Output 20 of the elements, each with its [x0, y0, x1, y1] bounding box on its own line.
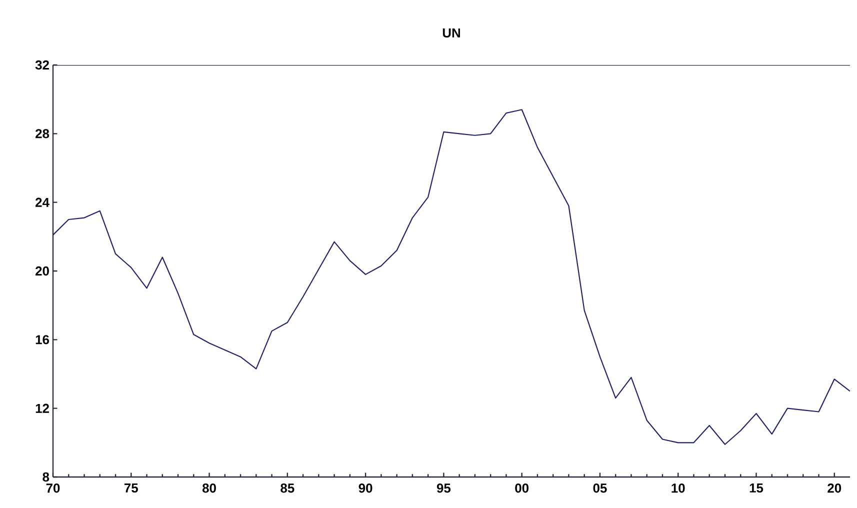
y-tick-label: 12 [36, 404, 49, 413]
x-tick-label: 95 [436, 484, 451, 493]
x-tick-label: 70 [46, 484, 60, 493]
x-tick-label: 00 [515, 484, 528, 493]
x-tick-label: 75 [124, 484, 138, 493]
line-series [53, 109, 850, 445]
y-tick-label: 28 [36, 129, 50, 138]
x-tick-label: 85 [280, 484, 294, 493]
y-tick-label: 20 [36, 266, 49, 276]
x-tick-label: 10 [672, 484, 685, 493]
y-tick-label: 16 [36, 335, 50, 344]
x-tick-label: 80 [202, 484, 216, 493]
y-tick-label: 24 [36, 198, 50, 207]
x-tick-label: 20 [828, 484, 842, 493]
y-tick-label: 8 [42, 472, 50, 482]
x-tick-label: 05 [593, 484, 607, 493]
x-tick-label: 15 [750, 484, 764, 493]
y-tick-label: 32 [35, 60, 49, 70]
x-tick-label: 90 [358, 484, 372, 493]
chart-title: UN [442, 28, 460, 38]
